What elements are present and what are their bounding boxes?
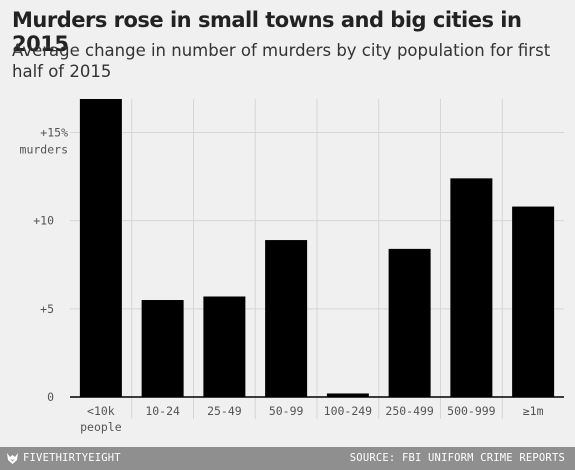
bar [203,296,246,397]
brand: FIVETHIRTYEIGHT [6,451,121,466]
source-note: SOURCE: FBI UNIFORM CRIME REPORTS [349,452,565,464]
bar [326,393,369,397]
x-tick-label-line: 100-249 [324,404,373,418]
x-tick-label-line: 10-24 [145,404,180,418]
x-tick-label: 250-499 [385,404,434,418]
y-tick-label-line: +5 [40,302,54,316]
chart-subtitle: Average change in number of murders by c… [12,41,551,81]
x-tick-label-line: 50-99 [269,404,304,418]
x-tick-label: 10-24 [145,404,180,418]
bar [265,240,308,397]
chart-title: Murders rose in small towns and big citi… [12,8,522,56]
x-tick-label: 100-249 [324,404,373,418]
bar [388,248,431,397]
y-tick-label-line: +10 [33,214,54,228]
brand-name: FIVETHIRTYEIGHT [23,452,121,464]
x-tick-label-line: 500-999 [447,404,496,418]
y-tick-label-line: murders [20,143,68,157]
footer-bar: FIVETHIRTYEIGHT SOURCE: FBI UNIFORM CRIM… [0,447,575,470]
bar [450,178,493,397]
x-tick-label: 500-999 [447,404,496,418]
y-tick-label: +10 [33,214,54,228]
bar [79,99,122,397]
x-tick-label-line: people [80,420,122,434]
x-tick-label: 25-49 [207,404,242,418]
x-tick-label-line: ≥1m [523,404,544,418]
x-tick-label: ≥1m [523,404,544,418]
y-tick-label: +5 [40,302,54,316]
x-tick-label: 50-99 [269,404,304,418]
bar [141,300,184,397]
x-tick-label-line: 250-499 [385,404,434,418]
x-tick-label: <10k people [80,404,122,434]
x-tick-label-line: <10k [87,404,115,418]
y-tick-label-line: 0 [47,390,54,404]
y-tick-label: 0 [47,390,54,404]
y-tick-label: +15% murders [20,126,69,157]
y-tick-label-line: +15% [40,126,68,140]
fox-icon [7,453,18,464]
bar [512,206,555,397]
x-tick-label-line: 25-49 [207,404,242,418]
bar-chart: 0 +5 +10 +15% murders <10k people 10-24 25-49 50-… [20,99,564,434]
